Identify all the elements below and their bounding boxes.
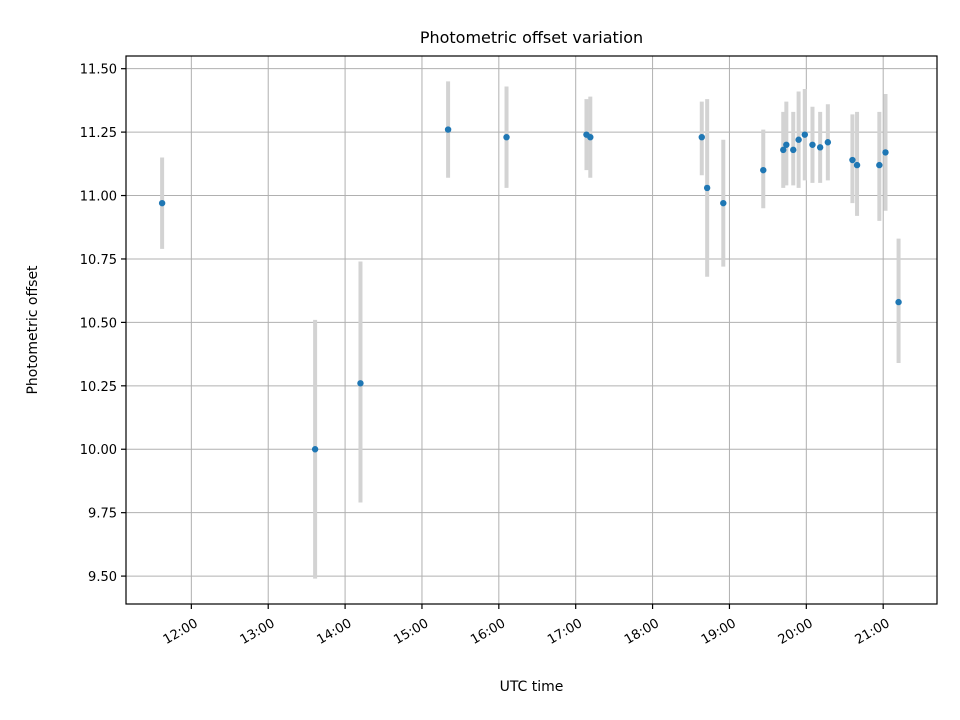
x-axis-label: UTC time [500, 679, 564, 695]
data-point [783, 141, 790, 148]
data-point [895, 298, 902, 306]
y-axis-label: Photometric offset [25, 265, 41, 395]
y-tick-label: 10.75 [80, 253, 117, 268]
x-tick-label: 16:00 [468, 616, 508, 648]
data-point [849, 156, 856, 164]
point-layer [158, 126, 902, 453]
chart-title: Photometric offset variation [420, 28, 643, 47]
data-point [876, 161, 883, 169]
x-tick-label: 15:00 [391, 616, 431, 648]
y-tick-label: 10.50 [80, 316, 117, 331]
data-point [158, 199, 166, 207]
data-point [311, 446, 319, 453]
data-point [816, 144, 824, 151]
data-point [357, 380, 364, 387]
y-tick-label: 11.00 [80, 190, 117, 205]
data-point [444, 126, 452, 133]
data-point [720, 199, 727, 207]
data-point [587, 133, 594, 141]
data-point [790, 146, 797, 154]
y-tick-label: 9.75 [88, 507, 117, 522]
x-tick-label: 14:00 [315, 616, 355, 648]
data-point [882, 149, 889, 156]
tick-layer: 12:00 13:00 14:00 15:00 16:00 17:00 18:00 19:00… [80, 63, 893, 648]
x-tick-label: 12:00 [161, 616, 201, 648]
grid-layer [126, 56, 937, 604]
x-tick-label: 20:00 [776, 616, 816, 648]
y-tick-label: 10.25 [80, 380, 117, 395]
data-point [503, 133, 510, 141]
data-point [795, 136, 802, 143]
x-tick-label: 18:00 [622, 616, 662, 648]
y-tick-label: 11.25 [80, 126, 117, 141]
errorbar-layer [160, 81, 901, 579]
data-point [809, 141, 816, 148]
y-tick-label: 9.50 [88, 570, 117, 585]
x-tick-label: 13:00 [238, 616, 278, 648]
x-tick-label: 19:00 [699, 616, 739, 648]
data-point [801, 131, 808, 138]
data-point [698, 133, 705, 141]
plot-frame [125, 55, 938, 605]
data-point [780, 146, 787, 154]
x-tick-label: 21:00 [853, 616, 893, 648]
data-point [824, 139, 832, 146]
y-tick-label: 10.00 [80, 443, 117, 458]
x-tick-label: 17:00 [545, 616, 585, 648]
data-point [703, 184, 711, 192]
data-point [853, 161, 861, 169]
data-point [760, 166, 767, 174]
y-tick-label: 11.50 [80, 63, 117, 78]
